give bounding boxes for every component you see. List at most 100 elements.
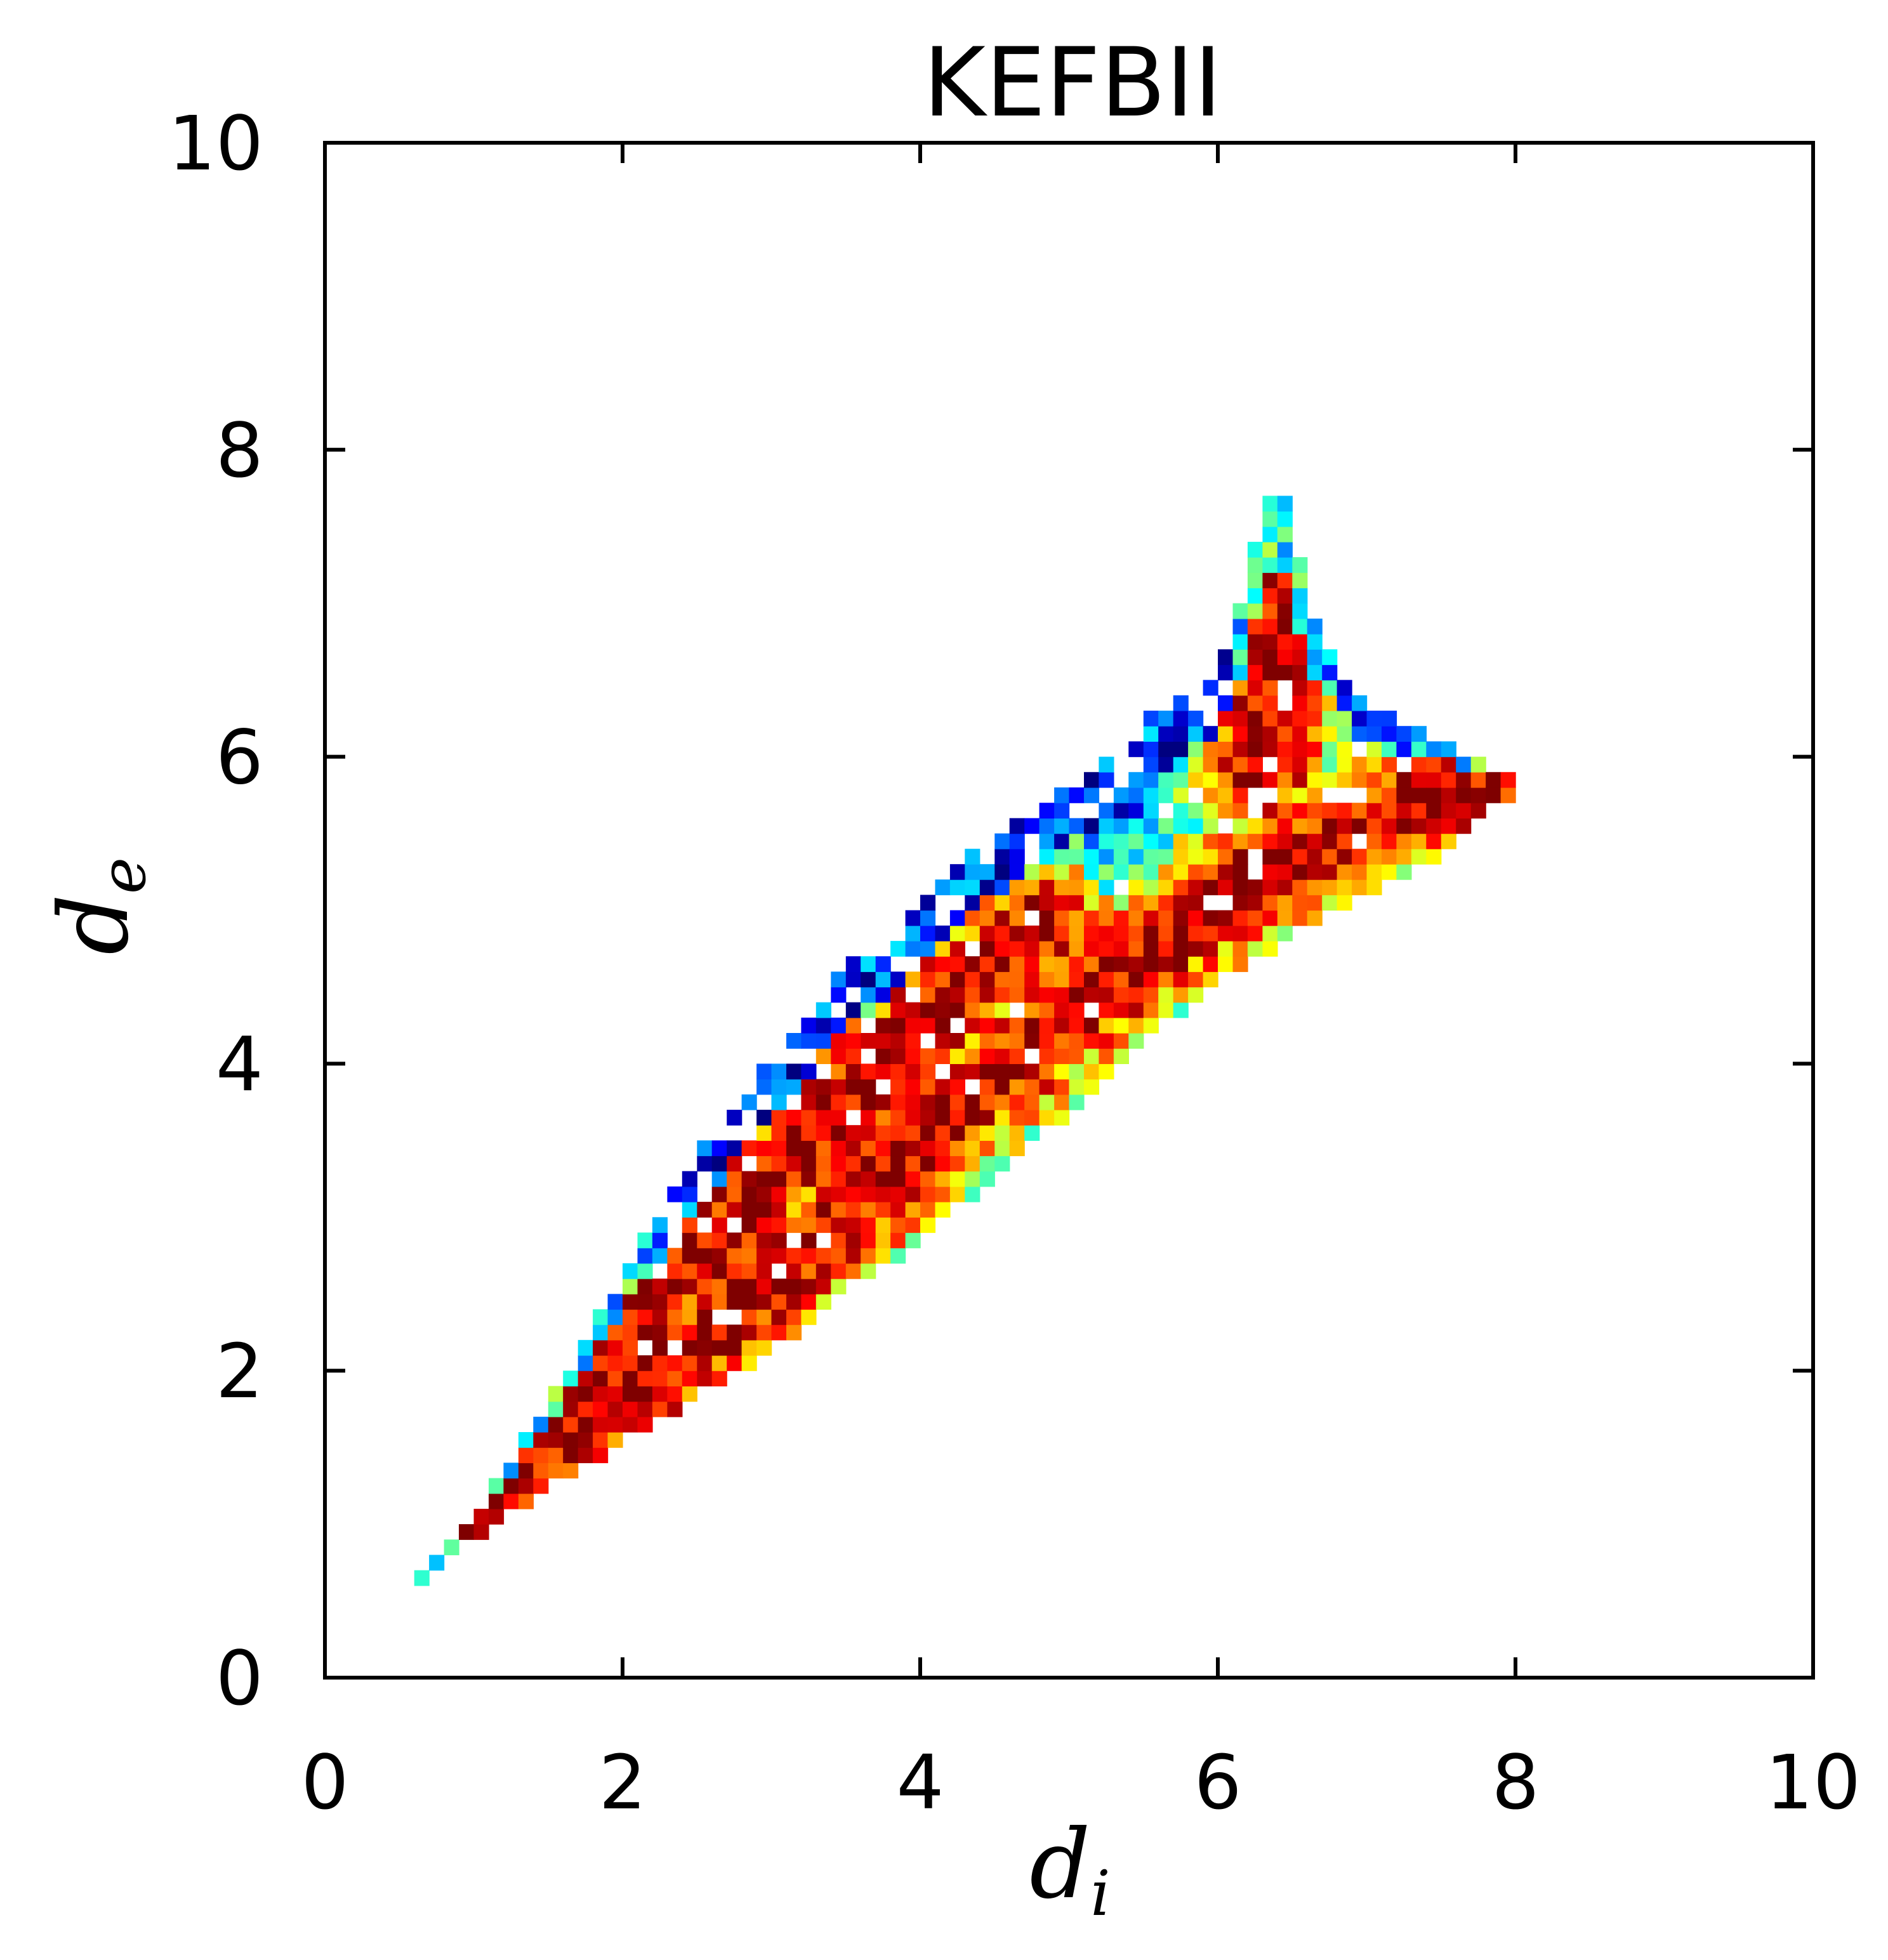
heatmap-cell [831, 1171, 847, 1187]
heatmap-cell [801, 1217, 817, 1233]
heatmap-cell [786, 1186, 802, 1202]
heatmap-cell [875, 1002, 891, 1018]
heatmap-cell [1292, 603, 1308, 619]
heatmap-cell [1232, 956, 1248, 972]
heatmap-cell [1232, 940, 1248, 957]
heatmap-cell [949, 1002, 965, 1018]
heatmap-cell [875, 1202, 891, 1218]
heatmap-cell [503, 1493, 519, 1509]
heatmap-cell [1218, 695, 1234, 711]
heatmap-cell [890, 1033, 906, 1049]
heatmap-cell [845, 956, 861, 972]
heatmap-cell [771, 1232, 787, 1249]
heatmap-cell [578, 1416, 593, 1433]
heatmap-cell [1411, 772, 1427, 788]
heatmap-cell [994, 1063, 1010, 1080]
heatmap-cell [756, 1309, 772, 1325]
heatmap-cell [1456, 803, 1472, 819]
y-tick-label: 10 [168, 100, 263, 187]
heatmap-cell [1024, 879, 1040, 895]
heatmap-cell [786, 1079, 802, 1095]
heatmap-cell [1352, 711, 1368, 727]
heatmap-cell [1113, 987, 1129, 1003]
heatmap-cell [1188, 711, 1204, 727]
heatmap-cell [965, 1094, 980, 1110]
heatmap-cell [1069, 864, 1085, 880]
heatmap-cell [1322, 848, 1338, 865]
heatmap-cell [682, 1202, 697, 1218]
heatmap-cell [682, 1339, 697, 1356]
heatmap-cell [1247, 726, 1263, 742]
heatmap-cell [1307, 726, 1323, 742]
heatmap-cell [1277, 787, 1293, 803]
heatmap-cell [1069, 1079, 1085, 1095]
heatmap-cell [786, 1033, 802, 1049]
heatmap-cell [637, 1309, 653, 1325]
heatmap-cell [875, 1217, 891, 1233]
x-tick-label: 8 [1491, 1739, 1539, 1826]
heatmap-cell [1352, 803, 1368, 819]
heatmap-cell [607, 1309, 623, 1325]
heatmap-cell [741, 1186, 757, 1202]
heatmap-cell [1084, 1033, 1100, 1049]
x-axis-label-sub: i [1090, 1858, 1110, 1930]
heatmap-cell [1054, 956, 1070, 972]
heatmap-cell [1143, 987, 1159, 1003]
heatmap-cell [667, 1294, 683, 1310]
heatmap-cell [1322, 772, 1338, 788]
heatmap-cell [1113, 787, 1129, 803]
heatmap-cell [1292, 726, 1308, 742]
heatmap-cell [801, 1171, 817, 1187]
heatmap-cell [756, 1232, 772, 1249]
heatmap-cell [786, 1140, 802, 1157]
heatmap-cell [1218, 649, 1234, 666]
heatmap-cell [994, 1002, 1010, 1018]
heatmap-cell [1203, 848, 1218, 865]
heatmap-cell [890, 1017, 906, 1034]
heatmap-cell [1203, 756, 1218, 773]
heatmap-cell [637, 1232, 653, 1249]
heatmap-cell [994, 956, 1010, 972]
heatmap-cell [1203, 680, 1218, 696]
heatmap-cell [905, 1079, 921, 1095]
heatmap-cell [697, 1279, 713, 1294]
heatmap-cell [756, 1339, 772, 1356]
heatmap-cell [1099, 956, 1114, 972]
heatmap-cell [1262, 588, 1278, 604]
heatmap-cell [1247, 680, 1263, 696]
heatmap-cell [1247, 895, 1263, 911]
heatmap-cell [994, 1140, 1010, 1157]
heatmap-cell [801, 1017, 817, 1034]
heatmap-cell [905, 971, 921, 988]
heatmap-cell [1396, 772, 1412, 788]
heatmap-cell [756, 1155, 772, 1172]
x-tick-label: 10 [1766, 1739, 1861, 1826]
heatmap-cell [815, 1094, 831, 1110]
heatmap-cell [1054, 848, 1070, 865]
heatmap-cell [1128, 772, 1144, 788]
heatmap-cell [563, 1463, 579, 1479]
heatmap-cell [1009, 1079, 1025, 1095]
heatmap-cell [920, 1202, 936, 1218]
heatmap-cell [875, 1017, 891, 1034]
heatmap-cell [1382, 818, 1397, 834]
heatmap-cell [459, 1524, 475, 1540]
heatmap-cell [727, 1140, 743, 1157]
heatmap-cell [1158, 772, 1174, 788]
heatmap-cell [1039, 940, 1055, 957]
heatmap-cell [489, 1508, 505, 1525]
heatmap-cell [1218, 879, 1234, 895]
heatmap-cell [1322, 895, 1338, 911]
heatmap-cell [994, 1155, 1010, 1172]
heatmap-cell [1099, 895, 1114, 911]
heatmap-cell [1247, 879, 1263, 895]
heatmap-cell [1441, 833, 1456, 850]
heatmap-cell [1188, 803, 1204, 819]
heatmap-cell [965, 1048, 980, 1064]
heatmap-cell [875, 987, 891, 1003]
heatmap-cell [727, 1324, 743, 1341]
heatmap-cell [607, 1432, 623, 1448]
heatmap-cell [1322, 680, 1338, 696]
heatmap-cell [697, 1247, 713, 1264]
heatmap-cell [1277, 496, 1293, 512]
